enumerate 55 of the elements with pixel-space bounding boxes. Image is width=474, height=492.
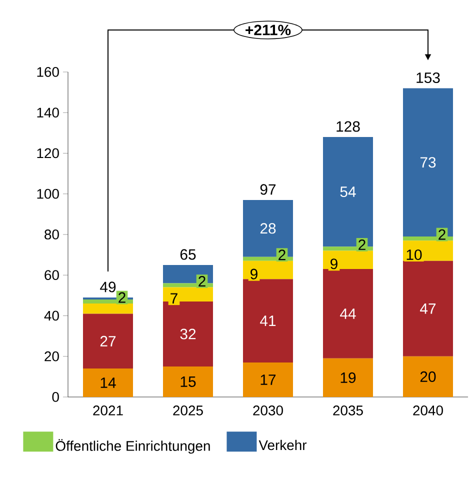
x-tick-label: 2040 (413, 406, 443, 416)
bar (402, 260, 453, 356)
bar (322, 269, 373, 358)
y-tick-label: 0 (52, 392, 59, 402)
data-label: 28 (260, 223, 276, 234)
data-label: 54 (340, 186, 356, 198)
data-label: 17 (260, 374, 276, 385)
data-label: 2 (438, 229, 446, 240)
y-tick-label: 120 (37, 148, 59, 158)
y-tick-label: 140 (37, 108, 59, 118)
total-label: 97 (260, 184, 276, 195)
bar (83, 368, 133, 397)
bar (83, 304, 133, 314)
data-label: 14 (100, 378, 116, 388)
data-label: 47 (420, 303, 436, 314)
text: +211% (246, 24, 291, 36)
x-tick-label: 2025 (173, 406, 203, 416)
data-label: 7 (170, 293, 178, 304)
bar (163, 366, 213, 397)
bar (402, 356, 453, 397)
y-tick-label: 160 (37, 67, 59, 77)
y-tick-label: 60 (44, 270, 59, 280)
legend-label: Öffentliche Einrichtungen (56, 439, 210, 454)
bar (242, 279, 293, 362)
data-label: 32 (180, 328, 196, 340)
y-tick-label: 80 (44, 230, 59, 240)
data-label: 2 (278, 250, 286, 260)
data-label: 9 (250, 268, 258, 280)
x-tick-label: 2035 (333, 406, 363, 416)
data-label: 9 (330, 258, 338, 270)
total-label: 153 (416, 72, 440, 84)
data-label: 41 (260, 316, 276, 326)
y-tick-label: 40 (44, 310, 59, 321)
data-label: 27 (100, 336, 116, 346)
data-label: 44 (340, 308, 356, 319)
x-tick-label: 2030 (253, 406, 283, 416)
bar (242, 362, 293, 397)
data-label: 15 (180, 376, 196, 387)
total-label: 128 (336, 121, 360, 132)
data-label: 19 (340, 372, 356, 383)
y-tick-label: 20 (44, 351, 59, 362)
y-tick-label: 100 (37, 188, 59, 199)
data-label: 2 (118, 292, 126, 303)
legend-label: Verkehr (258, 440, 307, 450)
bar (322, 358, 373, 397)
data-label: 2 (198, 276, 206, 286)
data-label: 20 (420, 371, 436, 382)
bar (163, 302, 213, 367)
bar (83, 314, 133, 369)
data-label: 10 (406, 249, 422, 260)
total-label: 65 (180, 249, 196, 260)
data-label: 2 (358, 239, 366, 250)
total-label: 49 (100, 282, 116, 292)
x-tick-label: 2021 (93, 406, 123, 416)
data-label: 73 (420, 157, 436, 168)
